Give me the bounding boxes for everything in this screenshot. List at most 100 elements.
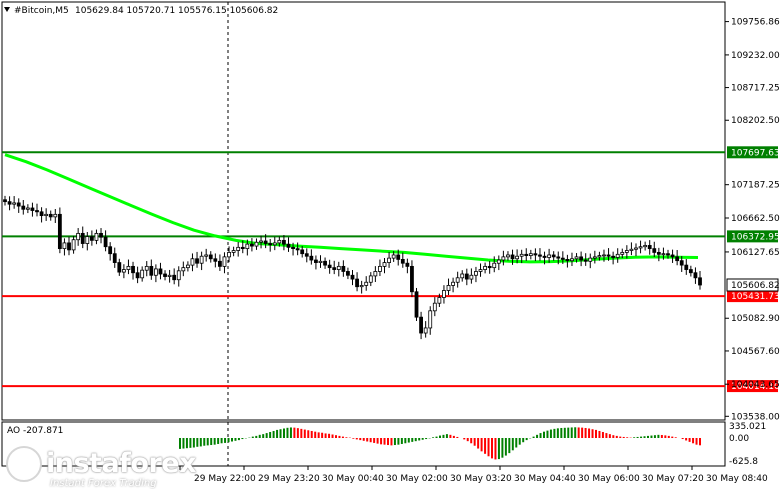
candle-body [538,254,542,257]
candle-body [291,246,295,250]
candle-body [519,253,524,257]
candle-body [387,257,391,263]
candle-body [89,236,94,241]
candle-body [121,269,126,273]
candle-body [213,258,218,262]
ao-plot-frame [1,421,726,467]
candle-body [565,259,570,262]
candle-body [506,254,510,258]
time-tick-label: 30 May 00:40 [322,474,384,484]
ao-label: AO -207.871 [7,426,63,436]
time-axis: 29 May 22:00 29 May 23:20 30 May 00:40 30 M… [179,466,768,484]
candle-body [222,256,227,267]
candle-body [615,253,620,258]
price-tick-label: 109756.86 [731,18,780,28]
candle-body [39,211,44,217]
candle-body [510,254,515,260]
candle-body [135,272,140,279]
candle-body [181,267,186,272]
candle-body [12,202,17,205]
time-tick-label: 30 May 02:00 [386,474,448,484]
candle-body [94,232,99,241]
candle-body [268,243,273,246]
candle-body [318,260,323,263]
candle-body [464,273,469,280]
candle-body [442,290,446,298]
main-plot-frame [1,1,726,421]
candle-body [611,255,616,258]
chart-menu-icon[interactable] [4,7,10,12]
candle-body [698,277,702,286]
candle-body [227,252,231,258]
candle-body [259,240,263,243]
candle-body [355,278,359,288]
candle-body [7,201,12,205]
candle-body [286,243,291,248]
candle-body [652,248,657,253]
ao-tick-bottom: -625.8 [729,457,758,467]
price-tick-label: 108202.50 [731,116,780,126]
candle-body [341,265,346,272]
candle-body [474,271,478,276]
ao-tick-top: 335.021 [729,422,766,432]
candles [3,195,702,340]
candle-body [48,213,53,218]
candle-body [117,262,122,273]
time-tick-label: 29 May 23:20 [258,474,320,484]
candle-body [643,245,648,248]
candle-body [629,248,634,251]
candle-body [638,246,643,249]
candle-body [195,258,199,264]
candle-body [126,265,131,270]
candle-body [368,275,373,283]
candle-body [460,273,465,279]
candle-body [560,257,565,260]
candle-body [282,239,286,245]
candle-body [350,274,355,280]
time-tick-label: 30 May 04:40 [514,474,576,484]
candle-body [455,277,460,283]
candle-body [478,269,483,272]
candle-body [245,243,250,250]
candle-body [515,255,520,260]
candle-body [85,236,90,244]
candle-body [108,246,113,255]
candle-body [556,256,561,259]
candle-body [620,252,625,255]
candle-body [236,246,241,251]
ao-tick-zero: 0.00 [729,434,749,444]
candle-body [496,259,501,264]
candle-body [332,267,337,270]
candle-body [199,255,204,264]
candle-body [647,245,652,250]
level-price-tag [727,380,778,393]
candle-body [432,302,437,312]
candle-body [396,254,401,260]
current-price-tag [726,278,779,292]
ao-histogram [179,427,701,460]
candle-body [149,265,154,276]
candle-body [16,202,21,207]
candle-body [446,285,451,291]
candle-body [551,254,556,258]
candle-body [675,256,680,262]
candle-body [428,310,433,329]
candle-body [254,241,259,247]
candle-body [99,232,103,238]
candle-body [501,256,506,261]
candle-body [309,255,314,261]
candle-body [240,246,245,250]
time-tick-label: 29 May 22:00 [194,474,256,484]
candle-body [250,243,254,247]
candle-body [167,274,172,277]
candle-body [272,242,277,246]
candle-body [57,213,62,250]
candle-body [391,254,396,259]
candle-body [382,262,387,267]
candle-body [190,258,195,266]
price-tick-label: 109232.00 [731,51,780,61]
candle-body [487,265,492,269]
candle-body [80,232,85,244]
candle-body [602,254,606,257]
